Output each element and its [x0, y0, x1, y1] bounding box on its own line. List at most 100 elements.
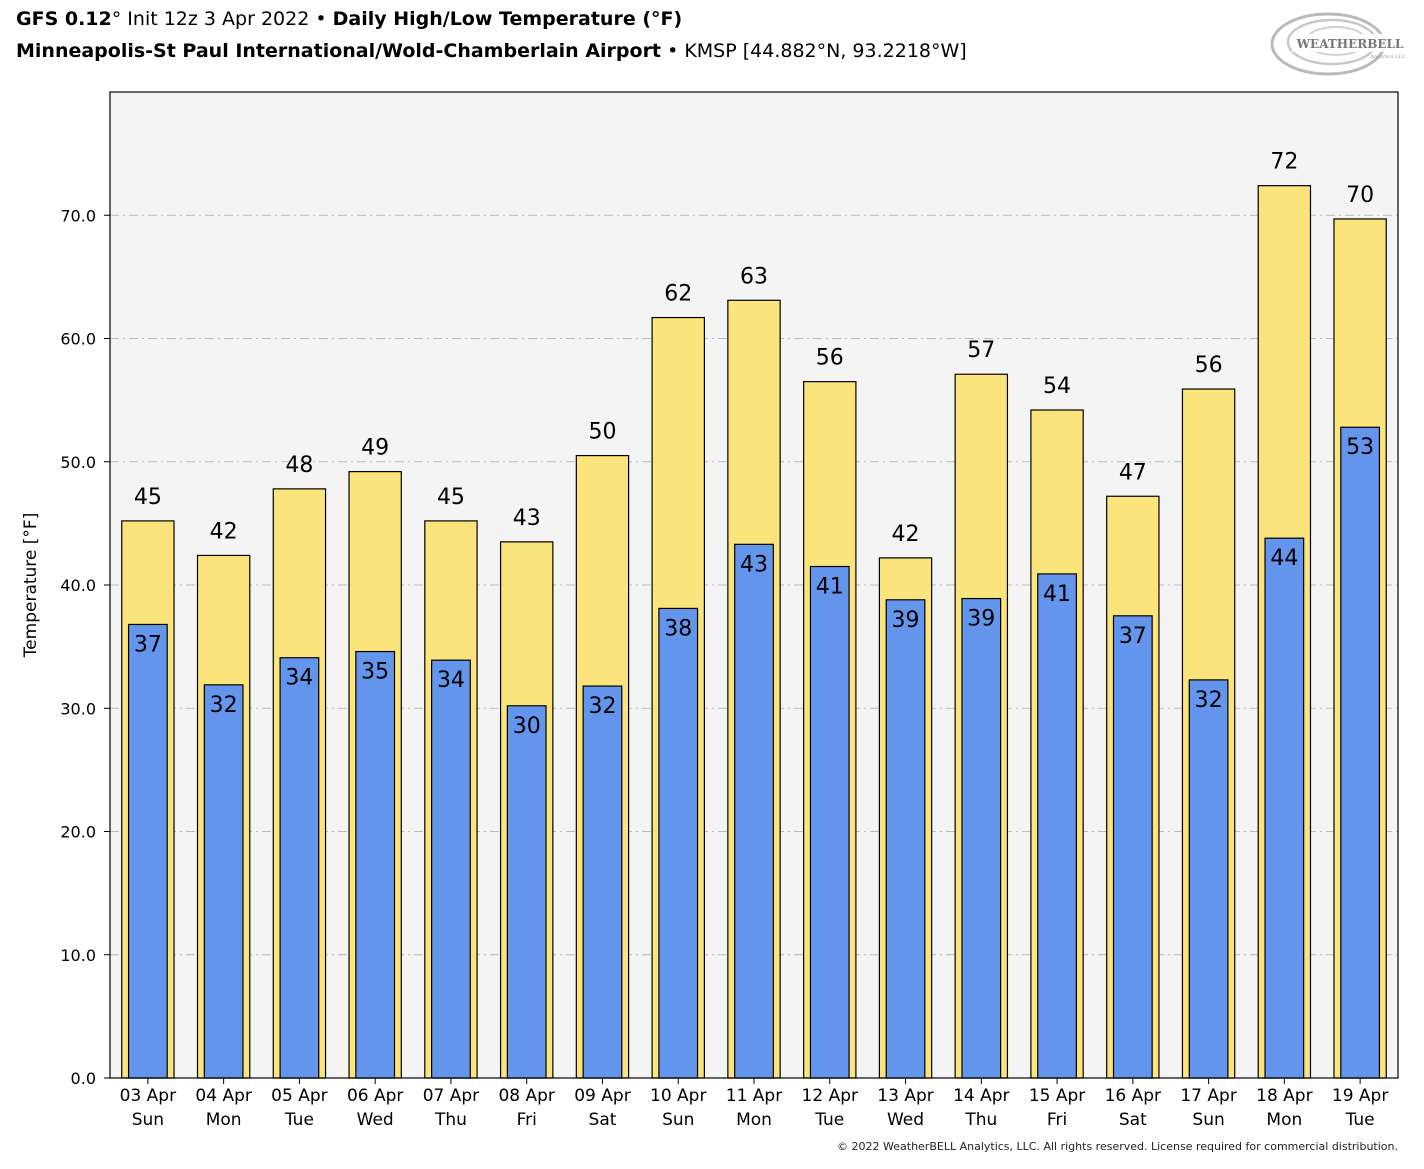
- low-temp-bar: [582, 685, 623, 1079]
- high-temp-label: 50: [588, 420, 616, 445]
- high-temp-label: 49: [361, 436, 389, 461]
- bars: 45 37 42 32 48 34 49 35 45 34 43 30 50 32 62 38 63 43 56 41…: [121, 150, 1387, 1079]
- low-temp-bar: [961, 597, 1002, 1079]
- x-tick-label-day: Wed: [357, 1110, 394, 1130]
- low-temp-bar: [203, 684, 244, 1079]
- x-tick-label-day: Tue: [284, 1110, 314, 1130]
- low-temp-bar: [279, 657, 320, 1079]
- y-tick-label: 60.0: [60, 330, 96, 349]
- title-separator-2: •: [661, 40, 685, 62]
- high-temp-label: 56: [1195, 353, 1223, 378]
- x-tick-label-day: Fri: [1047, 1110, 1067, 1130]
- low-temp-label: 37: [1119, 624, 1147, 649]
- station-id: KMSP [44.882°N, 93.2218°W]: [684, 40, 967, 62]
- y-tick-label: 40.0: [60, 576, 96, 595]
- x-tick-label-date: 03 Apr: [120, 1086, 176, 1106]
- high-temp-label: 42: [210, 519, 238, 544]
- x-tick-label-day: Tue: [814, 1110, 844, 1130]
- low-temp-bar: [355, 650, 396, 1079]
- low-temp-bar: [1340, 426, 1381, 1079]
- x-tick-label-date: 05 Apr: [271, 1086, 327, 1106]
- weatherbell-logo: WEATHERBELL Analytics LLC: [1270, 12, 1406, 76]
- low-temp-label: 34: [285, 666, 313, 691]
- high-temp-label: 62: [664, 282, 692, 307]
- high-temp-label: 72: [1270, 150, 1298, 175]
- x-tick-label-day: Sun: [1192, 1110, 1224, 1130]
- low-temp-label: 44: [1270, 546, 1298, 571]
- chart-title-line-1: GFS 0.12° Init 12z 3 Apr 2022 • Daily Hi…: [16, 8, 682, 30]
- y-tick-label: 30.0: [60, 699, 96, 718]
- high-temp-label: 63: [740, 264, 768, 289]
- x-tick-label-day: Sat: [589, 1110, 617, 1130]
- high-temp-label: 45: [134, 485, 162, 510]
- low-temp-bar: [1037, 573, 1077, 1079]
- low-temp-label: 35: [361, 660, 389, 685]
- low-temp-bar: [1264, 537, 1305, 1079]
- low-temp-label: 30: [513, 714, 541, 739]
- model-name: GFS 0.12: [16, 8, 112, 30]
- chart-title-line-2: Minneapolis-St Paul International/Wold-C…: [16, 40, 967, 62]
- low-temp-label: 43: [740, 552, 768, 577]
- y-tick-label: 50.0: [60, 453, 96, 472]
- high-temp-label: 56: [816, 346, 844, 371]
- low-temp-bar: [885, 599, 926, 1079]
- low-temp-label: 41: [1043, 582, 1071, 607]
- high-temp-label: 47: [1119, 460, 1147, 485]
- x-tick-label-date: 10 Apr: [650, 1086, 706, 1106]
- high-temp-label: 57: [967, 338, 995, 363]
- high-temp-label: 42: [892, 522, 920, 547]
- y-axis: 0.0 10.0 20.0 30.0 40.0 50.0 60.0 70.0: [60, 206, 110, 1088]
- x-tick-label-date: 09 Apr: [574, 1086, 630, 1106]
- x-tick-label-day: Sat: [1119, 1110, 1147, 1130]
- low-temp-bar: [658, 607, 699, 1079]
- logo-subtext: Analytics LLC: [1369, 54, 1405, 60]
- x-tick-label-day: Fri: [517, 1110, 537, 1130]
- x-tick-label-date: 04 Apr: [195, 1086, 251, 1106]
- low-temp-label: 39: [967, 607, 995, 632]
- high-temp-label: 54: [1043, 374, 1071, 399]
- x-tick-label-day: Wed: [887, 1110, 924, 1130]
- low-temp-label: 38: [664, 616, 692, 641]
- low-temp-bar: [809, 565, 850, 1079]
- x-tick-label-date: 11 Apr: [726, 1086, 782, 1106]
- x-tick-label-day: Tue: [1345, 1110, 1375, 1130]
- high-temp-label: 43: [513, 506, 541, 531]
- low-temp-bar: [1112, 615, 1153, 1079]
- x-tick-label-date: 12 Apr: [802, 1086, 858, 1106]
- x-tick-label-date: 07 Apr: [423, 1086, 479, 1106]
- x-tick-label-date: 06 Apr: [347, 1086, 403, 1106]
- high-temp-label: 70: [1346, 183, 1374, 208]
- low-temp-label: 41: [816, 575, 844, 600]
- low-temp-label: 37: [134, 632, 162, 657]
- x-tick-label-date: 18 Apr: [1256, 1086, 1312, 1106]
- low-temp-label: 53: [1346, 435, 1374, 460]
- title-separator: •: [309, 8, 333, 30]
- low-temp-label: 32: [588, 694, 616, 719]
- x-tick-label-date: 15 Apr: [1029, 1086, 1085, 1106]
- logo-text: WEATHERBELL: [1296, 37, 1404, 51]
- low-temp-label: 32: [210, 693, 238, 718]
- x-tick-label-date: 19 Apr: [1332, 1086, 1388, 1106]
- x-tick-label-date: 14 Apr: [953, 1086, 1009, 1106]
- y-tick-label: 10.0: [60, 946, 96, 965]
- y-tick-label: 20.0: [60, 823, 96, 842]
- copyright-notice: © 2022 WeatherBELL Analytics, LLC. All r…: [837, 1140, 1398, 1153]
- low-temp-label: 32: [1195, 688, 1223, 713]
- x-tick-label-day: Thu: [964, 1110, 997, 1130]
- init-time: ° Init 12z 3 Apr 2022: [111, 8, 310, 30]
- x-tick-label-day: Thu: [434, 1110, 467, 1130]
- y-axis-label: Temperature [°F]: [21, 513, 41, 659]
- low-temp-label: 34: [437, 668, 465, 693]
- low-temp-bar: [1188, 679, 1229, 1079]
- x-axis: 03 Apr Sun 04 Apr Mon 05 Apr Tue 06 Apr Wed 07 A…: [120, 1078, 1388, 1130]
- low-temp-bar: [734, 543, 774, 1079]
- y-tick-label: 0.0: [71, 1069, 96, 1088]
- product-name: Daily High/Low Temperature (°F): [332, 8, 683, 30]
- low-temp-bar: [127, 623, 168, 1079]
- x-tick-label-day: Sun: [132, 1110, 164, 1130]
- low-temp-bar: [506, 705, 547, 1079]
- x-tick-label-day: Mon: [1266, 1110, 1302, 1130]
- x-tick-label-day: Mon: [736, 1110, 772, 1130]
- x-tick-label-date: 08 Apr: [498, 1086, 554, 1106]
